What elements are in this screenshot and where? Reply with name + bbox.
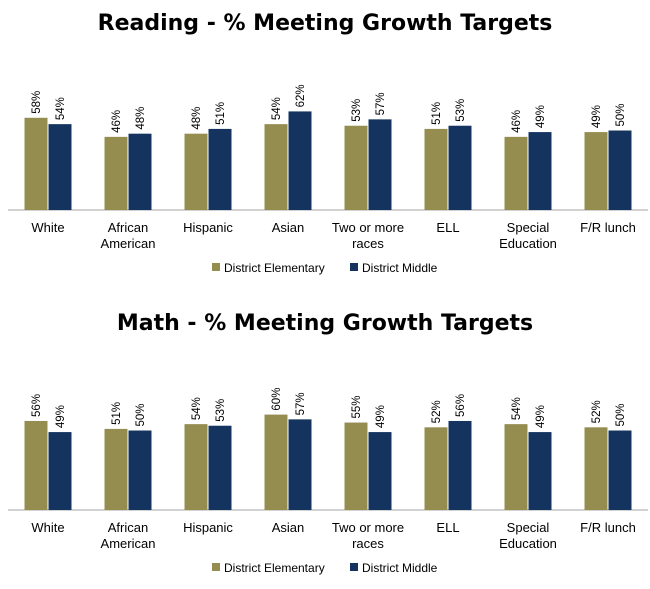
reading-bar-middle [448, 125, 472, 210]
math-data-label: 54% [191, 397, 203, 420]
math-bar-middle [608, 430, 632, 510]
reading-category-label: F/R lunch [580, 220, 636, 235]
reading-bar-middle [288, 111, 312, 210]
math-category-label: Hispanic [183, 520, 233, 535]
math-bar-elementary [104, 428, 128, 510]
math-bar-middle [528, 432, 552, 510]
reading-chart-title: Reading - % Meeting Growth Targets [98, 11, 553, 36]
math-data-label: 60% [271, 388, 283, 411]
math-category-label: White [31, 520, 64, 535]
reading-chart: Reading - % Meeting Growth Targets 58% 54… [8, 11, 648, 275]
math-data-label: 52% [431, 400, 443, 423]
reading-data-label: 48% [191, 107, 203, 130]
reading-data-label: 48% [135, 107, 147, 130]
reading-category-label: ELL [436, 220, 459, 235]
reading-data-label: 58% [31, 91, 43, 114]
reading-data-label: 51% [431, 102, 443, 125]
reading-data-label: 51% [215, 102, 227, 125]
reading-bar-elementary [104, 136, 128, 210]
reading-data-label: 57% [375, 92, 387, 115]
reading-data-label: 49% [591, 105, 603, 128]
math-category-label: Asian [272, 520, 305, 535]
reading-legend-label: District Elementary [224, 261, 325, 275]
math-bar-elementary [344, 422, 368, 510]
math-bar-elementary [584, 427, 608, 510]
math-legend-label: District Middle [362, 561, 438, 575]
math-data-label: 54% [511, 397, 523, 420]
reading-category-label: Special Education [499, 220, 557, 251]
math-category-label: African American [101, 520, 156, 551]
math-bar-elementary [24, 420, 48, 510]
math-bar-middle [208, 425, 232, 510]
reading-data-label: 46% [111, 110, 123, 133]
reading-data-label: 54% [271, 97, 283, 120]
math-category-label: F/R lunch [580, 520, 636, 535]
math-data-label: 49% [55, 405, 67, 428]
reading-category-label: African American [101, 220, 156, 251]
math-bar-elementary [424, 427, 448, 510]
reading-bar-elementary [584, 132, 608, 210]
reading-bar-middle [208, 128, 232, 210]
reading-category-label: White [31, 220, 64, 235]
reading-bar-elementary [424, 128, 448, 210]
reading-bar-middle [368, 119, 392, 210]
math-bar-middle [48, 432, 72, 510]
math-bar-elementary [264, 414, 288, 510]
math-bar-middle [368, 432, 392, 510]
reading-bar-elementary [504, 136, 528, 210]
math-bar-middle [448, 420, 472, 510]
reading-data-label: 53% [351, 99, 363, 122]
reading-bar-middle [528, 132, 552, 210]
math-data-label: 56% [455, 394, 467, 417]
math-data-label: 53% [215, 399, 227, 422]
math-legend-label: District Elementary [224, 561, 325, 575]
reading-data-label: 49% [535, 105, 547, 128]
math-category-label: ELL [436, 520, 459, 535]
reading-bar-elementary [184, 133, 208, 210]
math-chart: Math - % Meeting Growth Targets 56% 49% Wh… [8, 311, 648, 575]
reading-category-label: Two or more races [332, 220, 404, 251]
math-data-label: 55% [351, 396, 363, 419]
math-data-label: 52% [591, 400, 603, 423]
reading-data-label: 54% [55, 97, 67, 120]
reading-legend-label: District Middle [362, 261, 438, 275]
math-data-label: 51% [111, 402, 123, 425]
reading-bar-middle [48, 124, 72, 210]
reading-bar-middle [128, 133, 152, 210]
math-bar-elementary [504, 424, 528, 510]
reading-legend-swatch [212, 263, 220, 271]
math-data-label: 50% [135, 403, 147, 426]
math-category-label: Special Education [499, 520, 557, 551]
reading-bar-elementary [264, 124, 288, 210]
reading-data-label: 53% [455, 99, 467, 122]
math-data-label: 50% [615, 403, 627, 426]
math-data-label: 57% [295, 392, 307, 415]
reading-bar-elementary [344, 125, 368, 210]
reading-legend-swatch [350, 263, 358, 271]
math-bar-middle [128, 430, 152, 510]
math-bar-elementary [184, 424, 208, 510]
math-data-label: 49% [375, 405, 387, 428]
math-data-label: 56% [31, 394, 43, 417]
math-legend-swatch [350, 563, 358, 571]
math-data-label: 49% [535, 405, 547, 428]
reading-data-label: 46% [511, 110, 523, 133]
math-category-label: Two or more races [332, 520, 404, 551]
reading-bar-elementary [24, 117, 48, 210]
reading-data-label: 62% [295, 84, 307, 107]
math-bar-middle [288, 419, 312, 510]
reading-data-label: 50% [615, 103, 627, 126]
reading-category-label: Asian [272, 220, 305, 235]
math-chart-title: Math - % Meeting Growth Targets [117, 311, 533, 336]
math-legend-swatch [212, 563, 220, 571]
reading-bar-middle [608, 130, 632, 210]
reading-category-label: Hispanic [183, 220, 233, 235]
